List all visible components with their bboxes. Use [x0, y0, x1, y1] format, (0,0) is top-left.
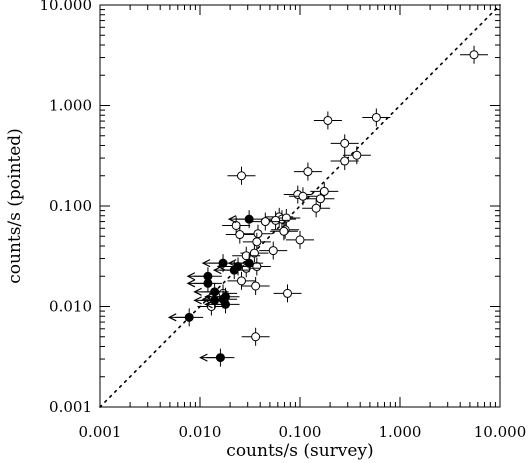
- upper-limit-arrow-head: [201, 295, 211, 304]
- filled-data-point: [204, 295, 240, 314]
- open-data-point: [232, 246, 261, 265]
- open-data-point: [241, 327, 270, 346]
- y-tick-label: 0.001: [49, 398, 92, 416]
- y-tick-label: 10.000: [40, 0, 93, 14]
- filled-circle-marker: [244, 258, 254, 268]
- upper-limit-arrow-head: [216, 262, 226, 271]
- open-data-point: [259, 241, 288, 260]
- open-circle-marker: [252, 262, 262, 272]
- upper-limit-arrow-head: [199, 353, 208, 362]
- open-circle-marker: [315, 194, 325, 204]
- open-circle-marker: [251, 281, 261, 291]
- axes: [99, 4, 501, 408]
- open-data-point: [273, 284, 302, 303]
- filled-data-point: [186, 274, 222, 293]
- open-data-point: [306, 189, 335, 208]
- open-data-point: [302, 199, 331, 218]
- open-circle-marker: [260, 217, 270, 227]
- open-circle-marker: [319, 186, 329, 196]
- open-data-point: [243, 224, 272, 243]
- open-data-point: [330, 134, 359, 153]
- y-tick-label: 0.010: [49, 298, 92, 316]
- filled-data-point: [201, 254, 238, 273]
- one-to-one-dotted-line: [99, 4, 501, 408]
- upper-limit-arrow-head: [212, 266, 222, 275]
- open-data-point: [269, 222, 298, 241]
- open-circle-marker: [311, 203, 321, 213]
- upper-limit-arrow-head: [193, 296, 202, 305]
- filled-circle-marker: [210, 295, 220, 305]
- open-circle-marker: [295, 235, 305, 245]
- open-data-point: [330, 152, 359, 171]
- open-data-point: [242, 232, 271, 251]
- open-circle-marker: [236, 276, 246, 286]
- open-data-point: [227, 271, 256, 290]
- open-data-point: [283, 185, 312, 204]
- open-data-point: [313, 111, 342, 130]
- open-circle-marker: [252, 237, 262, 247]
- filled-data-point: [199, 348, 235, 367]
- open-data-point: [362, 108, 391, 127]
- open-circle-marker: [271, 215, 281, 225]
- filled-circle-marker: [184, 312, 194, 322]
- x-tick-label: 1.000: [379, 423, 422, 441]
- open-data-point: [241, 276, 270, 295]
- open-data-point: [342, 146, 371, 165]
- open-data-point: [460, 45, 489, 64]
- open-data-point: [293, 162, 322, 181]
- open-circle-marker: [268, 246, 278, 256]
- open-circle-marker: [352, 150, 362, 160]
- filled-data-point: [167, 308, 204, 327]
- open-circle-marker: [235, 230, 245, 240]
- upper-limit-arrow-head: [201, 259, 211, 268]
- open-circle-marker: [251, 332, 261, 342]
- open-circle-marker: [340, 156, 350, 166]
- open-circle-marker: [371, 112, 381, 122]
- x-axis-title: counts/s (survey): [226, 441, 373, 461]
- y-tick-label: 1.000: [49, 97, 92, 115]
- open-circle-marker: [469, 50, 479, 60]
- open-circle-marker: [283, 288, 293, 298]
- open-data-point: [286, 230, 314, 249]
- open-circle-marker: [340, 138, 350, 148]
- tick-labels: 0.001 0.010 0.100 1.000 10.000 0.001 0.010 0.10…: [40, 0, 527, 441]
- filled-data-point: [227, 210, 264, 229]
- upper-limit-arrow-head: [193, 287, 202, 296]
- filled-circle-marker: [203, 278, 213, 288]
- open-circle-marker: [253, 229, 263, 239]
- filled-circle-marker: [221, 299, 231, 309]
- data-points-layer: [167, 45, 489, 367]
- x-tick-label: 10.000: [474, 423, 527, 441]
- open-circle-marker: [323, 115, 333, 125]
- filled-circle-marker: [215, 353, 225, 363]
- open-circle-marker: [303, 167, 313, 177]
- upper-limit-arrow-head: [186, 279, 196, 288]
- open-data-point: [225, 225, 254, 244]
- open-circle-marker: [279, 226, 289, 236]
- upper-limit-arrow-head: [204, 300, 213, 309]
- y-tick-label: 0.100: [49, 197, 92, 215]
- x-tick-label: 0.001: [79, 423, 122, 441]
- open-circle-marker: [231, 220, 241, 230]
- open-circle-marker: [298, 191, 308, 201]
- x-tick-label: 0.100: [279, 423, 322, 441]
- x-tick-label: 0.010: [179, 423, 222, 441]
- filled-circle-marker: [229, 265, 239, 275]
- filled-circle-marker: [244, 214, 254, 224]
- open-data-point: [227, 166, 256, 185]
- reference-line-layer: [99, 4, 501, 408]
- open-data-point: [288, 187, 317, 206]
- open-data-point: [251, 212, 280, 231]
- filled-data-point: [212, 261, 249, 280]
- upper-limit-arrow-head: [167, 313, 177, 322]
- upper-limit-arrow-head: [186, 272, 196, 281]
- y-axis-title: counts/s (pointed): [5, 128, 25, 284]
- upper-limit-arrow-head: [227, 215, 237, 224]
- open-circle-marker: [249, 248, 259, 258]
- open-circle-marker: [236, 171, 246, 181]
